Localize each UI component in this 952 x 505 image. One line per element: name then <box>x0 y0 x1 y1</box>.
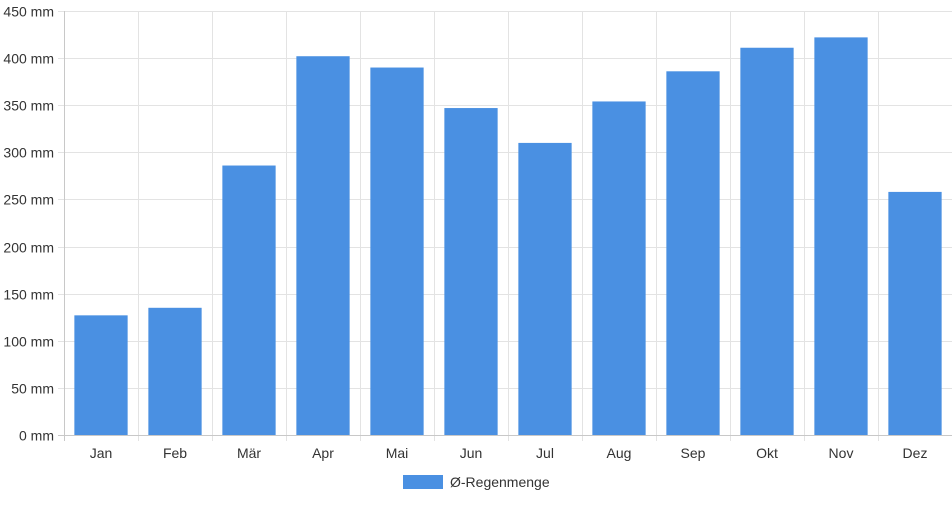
y-tick-label: 150 mm <box>3 287 54 303</box>
bar-jul[interactable] <box>518 142 572 435</box>
x-tick-label: Jan <box>90 445 113 461</box>
y-tick-label: 300 mm <box>3 145 54 161</box>
axes: 0 mm 50 mm 100 mm 150 mm 200 mm 250 mm 300 mm 3… <box>3 4 952 461</box>
x-tick-label: Feb <box>163 445 187 461</box>
x-tick-label: Okt <box>756 445 778 461</box>
y-tick-label: 250 mm <box>3 192 54 208</box>
bar-dez[interactable] <box>888 191 942 435</box>
bar-apr[interactable] <box>296 56 350 436</box>
bar-nov[interactable] <box>814 37 868 435</box>
bar-aug[interactable] <box>592 101 646 435</box>
y-tick-label: 200 mm <box>3 240 54 256</box>
bar-okt[interactable] <box>740 47 794 435</box>
x-tick-label: Mär <box>237 445 261 461</box>
x-tick-label: Jul <box>536 445 554 461</box>
y-tick-label: 450 mm <box>3 4 54 20</box>
legend-swatch-o-regenmenge[interactable] <box>403 475 443 489</box>
x-tick-label: Mai <box>386 445 409 461</box>
x-tick-label: Nov <box>829 445 854 461</box>
bar-feb[interactable] <box>148 307 202 435</box>
legend[interactable]: Ø-Regenmenge <box>403 474 550 490</box>
x-tick-label: Jun <box>460 445 483 461</box>
bar-jun[interactable] <box>444 108 498 435</box>
x-tick-label: Aug <box>607 445 632 461</box>
bar-mai[interactable] <box>370 67 424 436</box>
bar-mär[interactable] <box>222 165 276 435</box>
y-tick-label: 0 mm <box>19 428 54 444</box>
x-tick-label: Apr <box>312 445 334 461</box>
y-tick-label: 50 mm <box>11 381 54 397</box>
bar-jan[interactable] <box>74 315 128 435</box>
x-tick-label: Dez <box>903 445 928 461</box>
y-tick-label: 400 mm <box>3 51 54 67</box>
y-tick-label: 350 mm <box>3 98 54 114</box>
x-tick-label: Sep <box>681 445 706 461</box>
bar-sep[interactable] <box>666 71 720 436</box>
legend-label-o-regenmenge[interactable]: Ø-Regenmenge <box>450 474 550 490</box>
bars <box>74 37 942 436</box>
y-tick-label: 100 mm <box>3 334 54 350</box>
